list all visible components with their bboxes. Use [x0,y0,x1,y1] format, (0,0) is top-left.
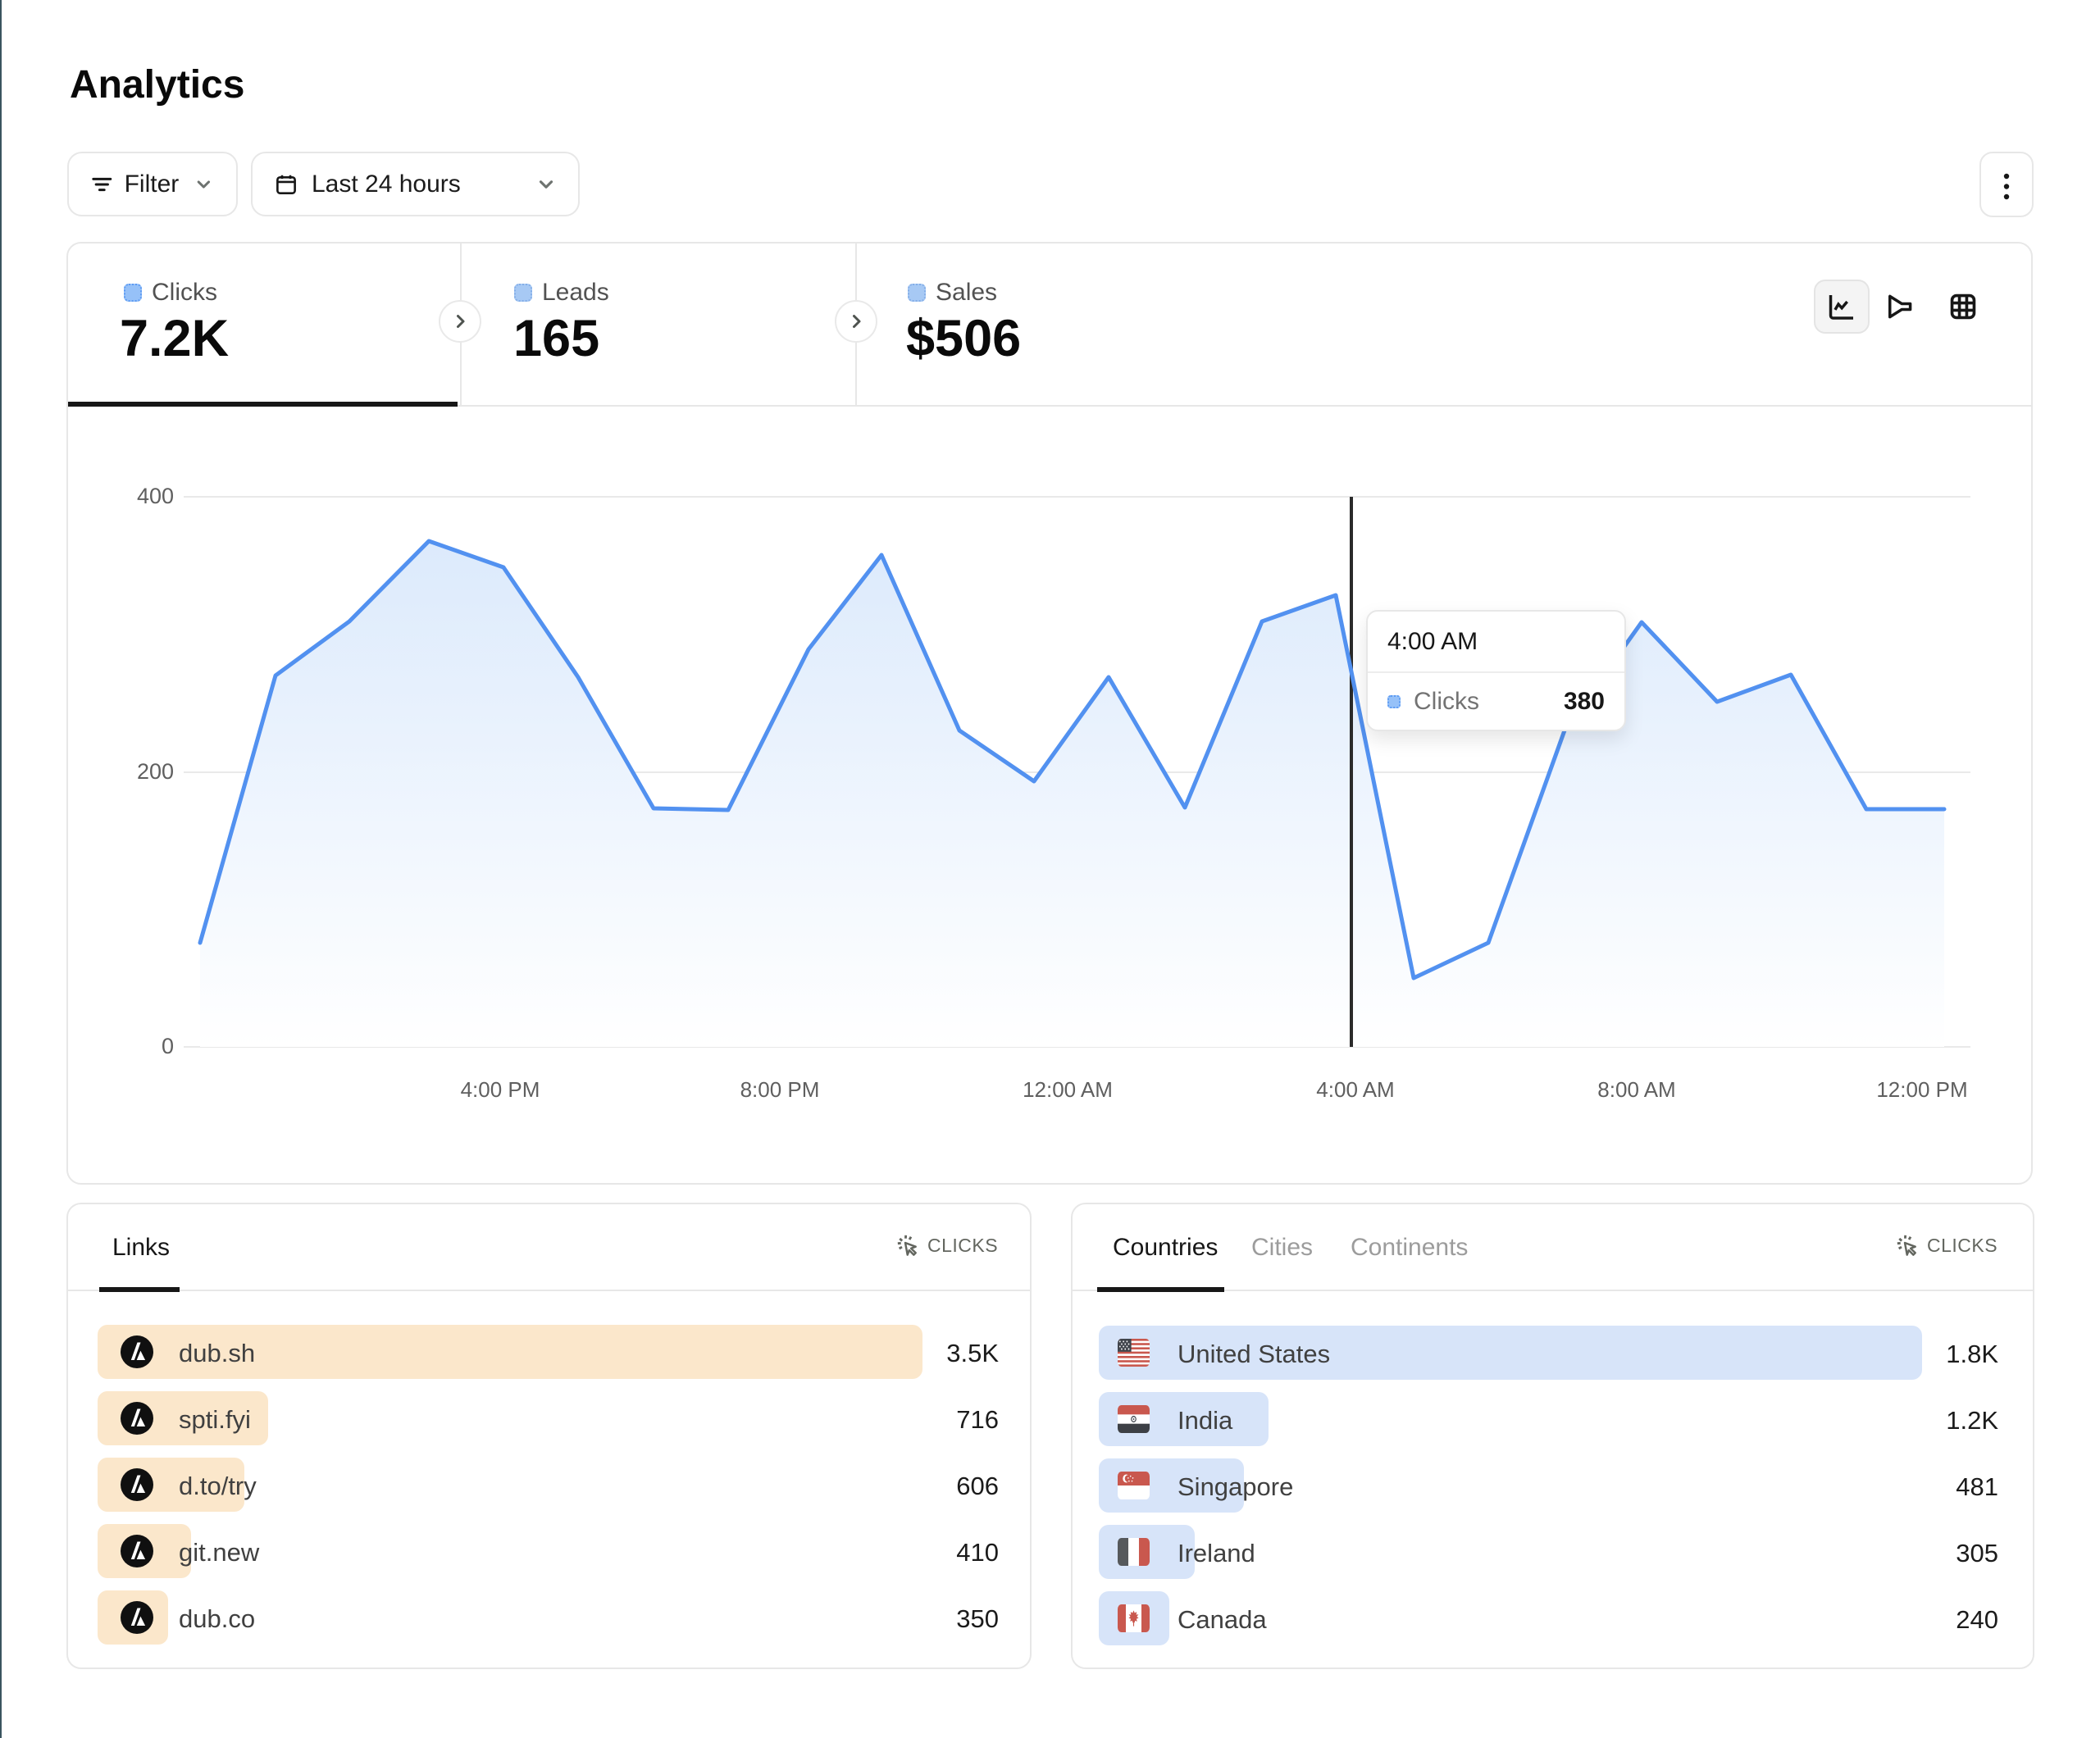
svg-text:4:00 AM: 4:00 AM [1316,1077,1394,1102]
svg-text:8:00 PM: 8:00 PM [740,1077,820,1102]
svg-text:400: 400 [137,484,174,508]
svg-text:8:00 AM: 8:00 AM [1597,1077,1675,1102]
svg-text:12:00 AM: 12:00 AM [1023,1077,1113,1102]
svg-text:0: 0 [162,1034,174,1058]
svg-text:4:00 PM: 4:00 PM [461,1077,540,1102]
svg-text:200: 200 [137,759,174,784]
svg-text:12:00 PM: 12:00 PM [1876,1077,1967,1102]
